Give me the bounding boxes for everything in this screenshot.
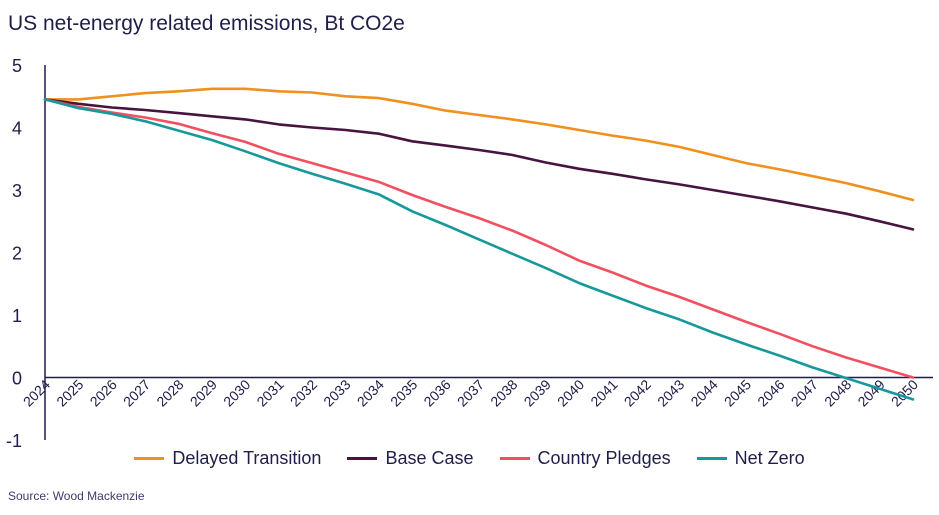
x-tick-label: 2033: [320, 376, 353, 409]
x-tick-label: 2040: [554, 376, 587, 409]
legend-swatch: [347, 457, 378, 460]
y-tick-label: 1: [12, 306, 22, 326]
series-line-3: [43, 98, 915, 401]
y-tick-label: 2: [12, 244, 22, 264]
x-tick-label: 2030: [220, 376, 253, 409]
x-tick-label: 2038: [487, 376, 520, 409]
x-tick-label: 2024: [20, 376, 53, 409]
x-tick-label: 2036: [420, 376, 453, 409]
chart-legend: Delayed Transition Base Case Country Pledg…: [0, 448, 939, 469]
x-tick-label: 2032: [287, 376, 320, 409]
y-tick-label: 0: [12, 369, 22, 389]
legend-swatch: [134, 457, 165, 460]
x-tick-label: 2041: [587, 376, 620, 409]
x-tick-label: 2045: [721, 376, 754, 409]
x-tick-label: 2025: [53, 376, 86, 409]
series-line-1: [43, 98, 915, 231]
y-tick-label: 3: [12, 181, 22, 201]
y-tick-label: 4: [12, 119, 22, 139]
x-tick-label: 2043: [654, 376, 687, 409]
x-tick-label: 2035: [387, 376, 420, 409]
legend-item-2: Country Pledges: [499, 448, 671, 469]
legend-item-0: Delayed Transition: [134, 448, 321, 469]
legend-item-1: Base Case: [347, 448, 474, 469]
x-tick-label: 2044: [687, 376, 720, 409]
x-tick-label: 2042: [621, 376, 654, 409]
x-tick-label: 2029: [187, 376, 220, 409]
chart-title: US net-energy related emissions, Bt CO2e: [8, 12, 405, 35]
y-tick-label: 5: [12, 56, 22, 76]
x-tick-label: 2046: [754, 376, 787, 409]
series-line-0: [43, 87, 915, 202]
x-tick-label: 2048: [821, 376, 854, 409]
chart-series: [43, 87, 915, 401]
legend-label: Country Pledges: [537, 448, 671, 468]
x-tick-label: 2026: [87, 376, 120, 409]
chart-axes: -1 0 1 2 3 4 5 2024 2025 2026 2027 2028 2029 2030 2031…: [6, 56, 933, 451]
y-tick-label: -1: [6, 431, 22, 451]
x-tick-label: 2037: [454, 376, 487, 409]
legend-item-3: Net Zero: [696, 448, 805, 469]
x-tick-label: 2034: [354, 376, 387, 409]
legend-label: Base Case: [385, 448, 474, 468]
x-tick-label: 2031: [253, 376, 286, 409]
source-note: Source: Wood Mackenzie: [8, 489, 145, 503]
legend-swatch: [499, 457, 530, 460]
legend-label: Net Zero: [734, 448, 805, 468]
series-line-2: [43, 98, 915, 379]
x-tick-label: 2047: [788, 376, 821, 409]
x-tick-label: 2027: [120, 376, 153, 409]
x-tick-label: 2039: [521, 376, 554, 409]
legend-swatch: [696, 457, 727, 460]
legend-label: Delayed Transition: [172, 448, 322, 468]
x-tick-label: 2028: [153, 376, 186, 409]
